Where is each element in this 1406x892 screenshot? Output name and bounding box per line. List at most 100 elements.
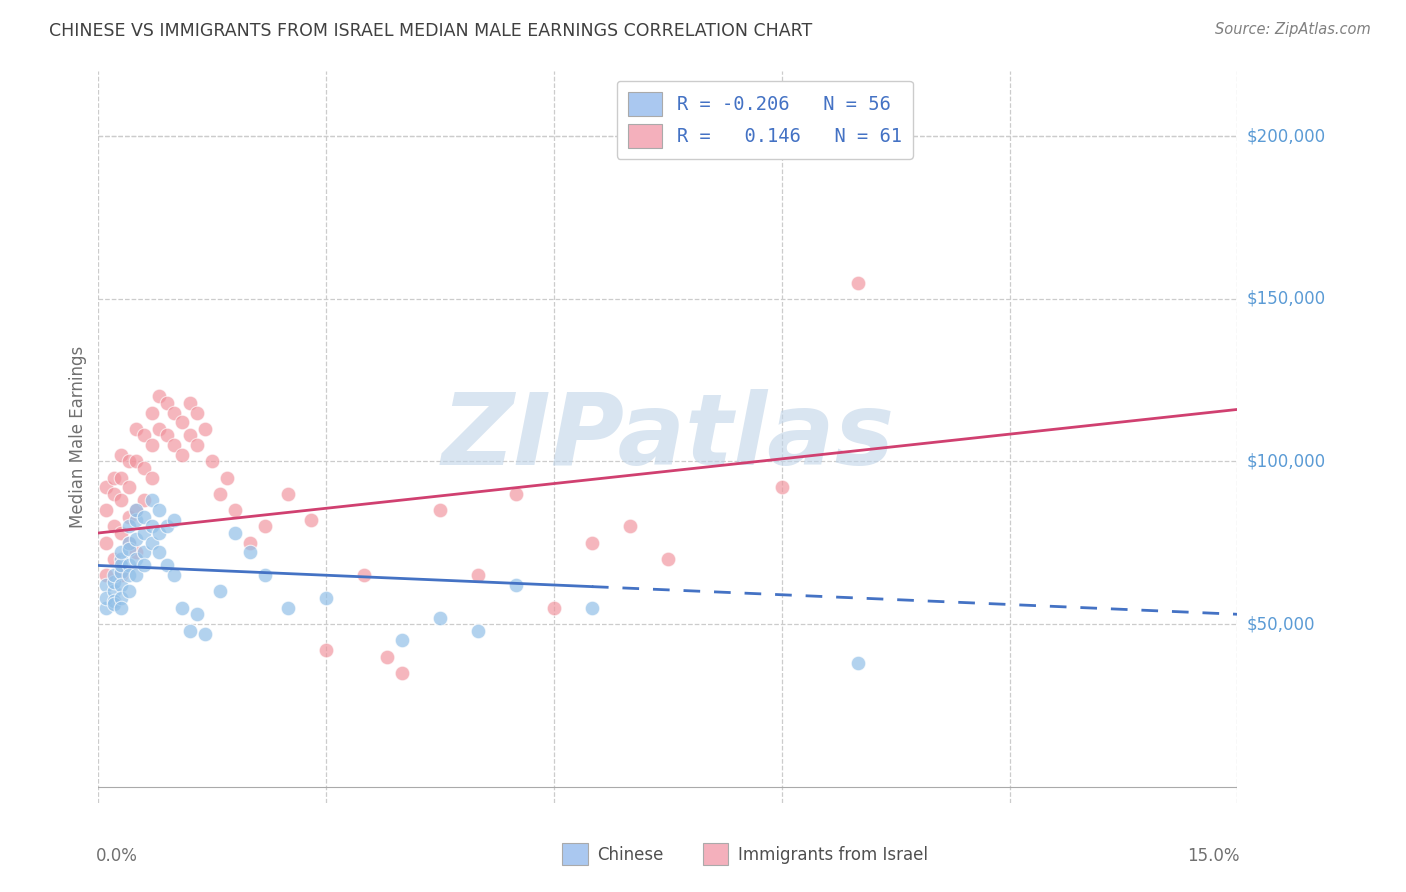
Point <box>217 471 239 485</box>
Point <box>194 626 217 640</box>
Point <box>208 487 231 501</box>
Point <box>141 493 163 508</box>
Point <box>163 568 186 582</box>
Point <box>125 568 148 582</box>
Point <box>94 503 117 517</box>
Point <box>125 533 148 547</box>
Point <box>103 552 125 566</box>
Point <box>170 600 193 615</box>
Point <box>208 584 231 599</box>
Point <box>132 558 155 573</box>
Point <box>186 607 208 622</box>
Point <box>179 624 201 638</box>
Point <box>391 665 413 680</box>
Point <box>156 428 179 442</box>
Point <box>118 535 141 549</box>
Point <box>125 503 148 517</box>
Text: Source: ZipAtlas.com: Source: ZipAtlas.com <box>1215 22 1371 37</box>
Point <box>110 578 132 592</box>
Point <box>125 422 148 436</box>
Point <box>148 526 170 541</box>
Point <box>163 406 186 420</box>
Point <box>543 600 565 615</box>
Point <box>103 584 125 599</box>
Point <box>110 558 132 573</box>
Legend: R = -0.206   N = 56, R =   0.146   N = 61: R = -0.206 N = 56, R = 0.146 N = 61 <box>616 81 912 159</box>
Point <box>148 503 170 517</box>
Point <box>132 461 155 475</box>
Point <box>299 513 322 527</box>
Point <box>110 591 132 605</box>
Point <box>581 600 603 615</box>
Point <box>277 487 299 501</box>
Point <box>170 416 193 430</box>
Point <box>141 406 163 420</box>
Point <box>94 578 117 592</box>
Point <box>141 519 163 533</box>
Point <box>125 513 148 527</box>
Point <box>141 535 163 549</box>
Point <box>581 535 603 549</box>
Point <box>315 643 337 657</box>
Point <box>163 438 186 452</box>
Point <box>110 568 132 582</box>
Text: Immigrants from Israel: Immigrants from Israel <box>738 846 928 863</box>
Point <box>186 438 208 452</box>
Text: $200,000: $200,000 <box>1246 128 1326 145</box>
Point <box>118 454 141 468</box>
Point <box>254 568 277 582</box>
Point <box>103 568 125 582</box>
Text: $100,000: $100,000 <box>1246 452 1326 470</box>
Text: 15.0%: 15.0% <box>1187 847 1240 864</box>
Point <box>110 471 132 485</box>
Point <box>277 600 299 615</box>
Point <box>132 428 155 442</box>
Point <box>110 493 132 508</box>
Point <box>118 542 141 557</box>
Point <box>770 480 793 494</box>
Point <box>94 591 117 605</box>
Point <box>118 480 141 494</box>
Point <box>315 591 337 605</box>
Point <box>254 519 277 533</box>
Point <box>110 600 132 615</box>
Point <box>163 513 186 527</box>
Point <box>179 428 201 442</box>
Point <box>148 389 170 403</box>
Point <box>156 396 179 410</box>
Point <box>391 633 413 648</box>
Point <box>375 649 398 664</box>
Point <box>194 422 217 436</box>
Point <box>110 545 132 559</box>
Text: $150,000: $150,000 <box>1246 290 1326 308</box>
Point <box>179 396 201 410</box>
Text: 0.0%: 0.0% <box>96 847 138 864</box>
Point <box>125 552 148 566</box>
Point <box>132 509 155 524</box>
Point <box>103 594 125 608</box>
Point <box>353 568 375 582</box>
Point <box>846 656 869 670</box>
Point <box>186 406 208 420</box>
Point <box>118 584 141 599</box>
Point <box>118 519 141 533</box>
Point <box>505 487 527 501</box>
Point <box>110 565 132 579</box>
Point <box>156 558 179 573</box>
Point <box>94 568 117 582</box>
Point <box>118 558 141 573</box>
Point <box>103 519 125 533</box>
Point <box>156 519 179 533</box>
Point <box>505 578 527 592</box>
Point <box>132 493 155 508</box>
Point <box>94 480 117 494</box>
Point <box>467 568 489 582</box>
Text: $50,000: $50,000 <box>1246 615 1315 633</box>
Point <box>118 509 141 524</box>
Point <box>103 471 125 485</box>
Point <box>657 552 679 566</box>
Point <box>239 535 262 549</box>
Point <box>224 503 246 517</box>
Y-axis label: Median Male Earnings: Median Male Earnings <box>69 346 87 528</box>
Point <box>118 535 141 549</box>
